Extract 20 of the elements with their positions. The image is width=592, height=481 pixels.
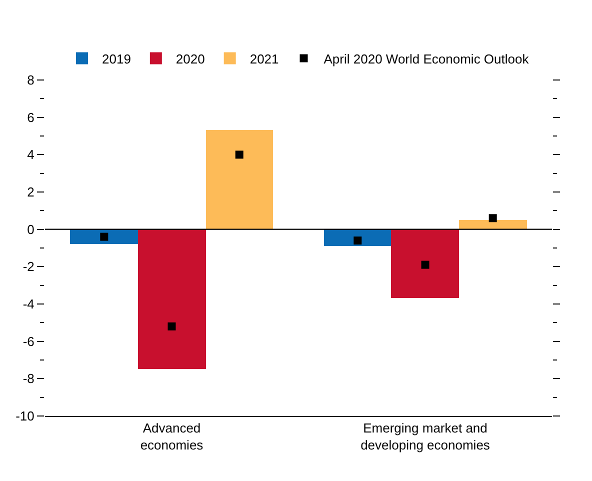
y-tick-label: 4 [27,147,34,162]
y-tick-label: -4 [22,296,34,312]
y-tick-label: 6 [27,110,34,125]
bar [459,220,527,229]
y-tick-label: 2 [27,184,34,200]
y-tick-label: 0 [27,222,34,237]
bar [206,130,273,229]
y-tick-label: -2 [22,259,34,274]
y-tick-label: -6 [22,334,34,349]
x-tick-label: Advanced economies [140,420,204,452]
legend-label: 2021 [250,51,279,66]
y-tick-label: -10 [16,408,34,424]
y-tick-label: 8 [27,72,34,88]
bar [391,229,459,298]
bar [138,229,206,369]
y-tick-label: -8 [22,371,34,386]
legend-label: 2019 [102,51,131,66]
legend-label: 2020 [176,51,205,66]
legend-label: April 2020 World Economic Outlook [324,51,530,66]
x-tick-label: Emerging market and developing economies [360,420,490,452]
